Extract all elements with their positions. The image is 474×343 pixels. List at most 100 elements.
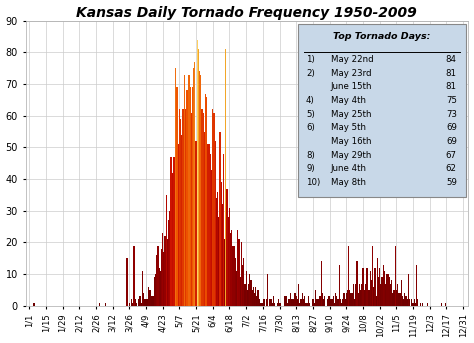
Text: May 16th: May 16th xyxy=(331,137,371,146)
Bar xyxy=(377,258,378,306)
Text: 4): 4) xyxy=(306,96,315,105)
Bar xyxy=(355,284,356,306)
Bar xyxy=(143,293,144,306)
Bar xyxy=(172,173,173,306)
Bar xyxy=(198,49,199,306)
Bar xyxy=(168,220,169,306)
Bar xyxy=(280,303,281,306)
Bar xyxy=(286,296,287,306)
Bar xyxy=(224,239,225,306)
Text: 59: 59 xyxy=(446,178,457,187)
Text: June 15th: June 15th xyxy=(331,82,372,91)
Bar xyxy=(169,211,171,306)
Bar xyxy=(398,293,400,306)
Bar xyxy=(243,258,245,306)
Bar xyxy=(242,265,243,306)
Bar xyxy=(246,271,247,306)
Bar xyxy=(384,271,385,306)
Bar xyxy=(180,119,181,306)
Bar xyxy=(402,296,403,306)
Bar xyxy=(331,299,333,306)
Bar xyxy=(227,189,228,306)
Bar xyxy=(364,290,365,306)
Bar xyxy=(222,204,223,306)
Bar xyxy=(336,296,337,306)
Text: 62: 62 xyxy=(446,164,457,174)
Bar xyxy=(299,303,301,306)
Bar xyxy=(379,268,380,306)
Bar xyxy=(354,299,355,306)
Bar xyxy=(200,74,201,306)
Bar xyxy=(348,246,349,306)
Bar xyxy=(335,293,336,306)
Bar xyxy=(210,154,211,306)
Bar xyxy=(338,265,340,306)
Bar xyxy=(330,299,331,306)
Bar xyxy=(401,281,402,306)
Bar xyxy=(225,49,227,306)
Bar xyxy=(204,132,205,306)
Bar xyxy=(342,299,343,306)
Bar xyxy=(192,87,193,306)
Bar xyxy=(129,303,130,306)
Bar xyxy=(211,169,212,306)
Bar xyxy=(306,303,308,306)
Bar xyxy=(414,299,415,306)
Bar xyxy=(190,87,191,306)
Bar xyxy=(385,284,386,306)
Bar xyxy=(33,303,35,306)
Bar xyxy=(368,290,370,306)
Bar xyxy=(139,296,141,306)
Bar xyxy=(392,293,393,306)
Bar xyxy=(404,293,405,306)
Bar xyxy=(215,141,216,306)
Bar xyxy=(380,284,382,306)
Bar xyxy=(176,87,178,306)
Title: Kansas Daily Tornado Frequency 1950-2009: Kansas Daily Tornado Frequency 1950-2009 xyxy=(76,5,417,20)
Bar xyxy=(298,284,299,306)
Bar xyxy=(238,239,239,306)
Bar xyxy=(252,290,253,306)
Bar xyxy=(171,157,172,306)
Bar xyxy=(134,246,135,306)
Bar xyxy=(250,281,252,306)
Bar xyxy=(179,109,180,306)
Bar xyxy=(403,299,404,306)
Bar xyxy=(193,68,194,306)
Bar xyxy=(337,299,338,306)
Bar xyxy=(260,303,261,306)
Bar xyxy=(162,233,163,306)
Bar xyxy=(293,299,294,306)
Bar xyxy=(228,217,229,306)
Bar xyxy=(427,303,428,306)
Bar xyxy=(257,290,259,306)
Bar xyxy=(411,299,412,306)
Bar xyxy=(346,293,347,306)
Bar xyxy=(157,246,158,306)
Text: 84: 84 xyxy=(446,55,457,64)
Bar xyxy=(405,296,407,306)
Bar xyxy=(400,293,401,306)
Bar xyxy=(350,293,352,306)
Bar xyxy=(199,71,200,306)
Bar xyxy=(303,299,304,306)
Bar xyxy=(319,296,320,306)
Bar xyxy=(138,299,139,306)
Bar xyxy=(163,252,164,306)
Bar xyxy=(309,303,310,306)
Bar xyxy=(276,303,278,306)
Bar xyxy=(373,287,374,306)
Text: 81: 81 xyxy=(446,82,457,91)
Bar xyxy=(272,303,273,306)
Bar xyxy=(365,284,366,306)
Bar xyxy=(323,299,324,306)
Bar xyxy=(165,195,167,306)
Bar xyxy=(149,290,150,306)
Bar xyxy=(279,303,280,306)
Bar xyxy=(292,299,293,306)
Bar xyxy=(360,290,361,306)
Bar xyxy=(416,265,417,306)
Bar xyxy=(160,271,161,306)
Bar xyxy=(409,299,410,306)
Bar xyxy=(382,277,383,306)
